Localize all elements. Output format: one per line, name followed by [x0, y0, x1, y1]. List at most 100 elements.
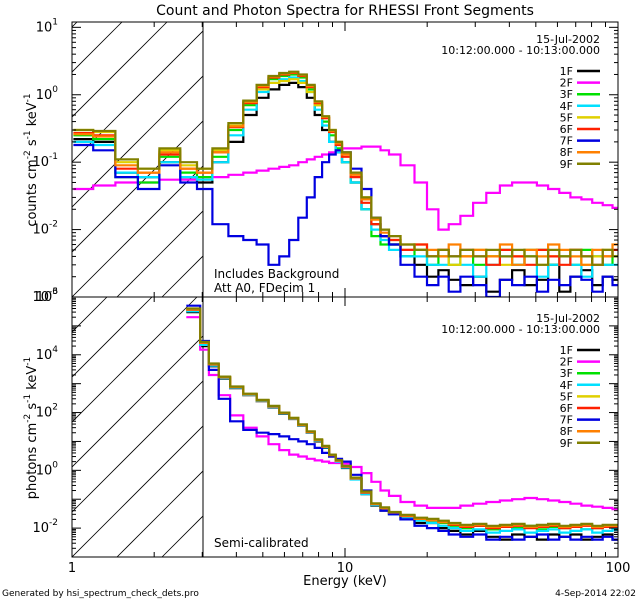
legend-label-5f: 5F [560, 390, 573, 403]
top-legend-date: 15-Jul-2002 [536, 33, 600, 46]
bottom-y-label-main: photons cm [25, 423, 40, 499]
y-tick-exponent: -3 [49, 287, 58, 297]
series-line-7f [73, 143, 618, 297]
bottom-plot-frame [71, 296, 619, 558]
bottom-legend: 15-Jul-2002 10:12:00.000 - 10:13:00.000 … [441, 312, 600, 450]
y-tick-base: 10 [36, 406, 53, 421]
series-line-8f [186, 308, 618, 528]
bottom-legend-time: 10:12:00.000 - 10:13:00.000 [441, 323, 600, 336]
x-tick-label: 10 [337, 561, 354, 576]
x-tick-label: 1 [68, 561, 76, 576]
top-y-label-sup3: -1 [23, 93, 33, 102]
y-tick-exponent: -2 [49, 220, 58, 230]
y-tick-base: 10 [32, 155, 49, 170]
legend-label-9f: 9F [560, 437, 573, 450]
footer-timestamp: 4-Sep-2014 22:02 [555, 589, 636, 599]
y-tick-exponent: 6 [52, 287, 58, 297]
series-line-3f [186, 309, 618, 531]
legend-label-2f: 2F [560, 77, 573, 90]
bottom-hatch [72, 297, 640, 557]
bottom-series-group [186, 304, 618, 541]
y-tick-label: 106 [36, 287, 59, 305]
y-tick-base: 10 [32, 223, 49, 238]
top-legend-time: 10:12:00.000 - 10:13:00.000 [441, 44, 600, 57]
y-tick-base: 10 [36, 463, 53, 478]
y-tick-exponent: -2 [49, 518, 58, 528]
series-line-1f [73, 81, 618, 293]
top-y-label-main: counts cm [25, 159, 40, 226]
y-tick-label: 10-2 [32, 220, 58, 238]
y-tick-label: 100 [36, 460, 59, 478]
bottom-y-label-end: keV [25, 366, 40, 394]
figure-title: Count and Photon Spectra for RHESSI Fron… [156, 3, 534, 19]
bottom-y-label-sup3: -1 [23, 357, 33, 366]
series-line-9f [186, 307, 618, 527]
legend-label-7f: 7F [560, 135, 573, 148]
hatch-line [72, 30, 203, 163]
legend-label-4f: 4F [560, 100, 573, 113]
legend-label-1f: 1F [560, 65, 573, 78]
top-annotation-line1: Includes Background [214, 267, 339, 281]
bottom-y-label-mid: s [25, 403, 40, 414]
legend-label-4f: 4F [560, 379, 573, 392]
series-line-4f [73, 76, 618, 278]
legend-label-6f: 6F [560, 402, 573, 415]
bottom-ticks [71, 296, 619, 558]
top-series-group [73, 70, 618, 297]
hatch-line [116, 470, 203, 557]
legend-label-6f: 6F [560, 123, 573, 136]
hatch-line [72, 425, 203, 557]
x-tick-labels: 1 10 100 [68, 561, 631, 576]
x-axis-label: Energy (keV) [303, 574, 387, 589]
hatch-line [432, 297, 640, 557]
x-tick-label: 100 [606, 561, 631, 576]
y-tick-base: 10 [36, 88, 53, 103]
bottom-y-label-sup1: -2 [23, 414, 33, 423]
top-y-label-mid: s [25, 139, 40, 150]
footer-generated-by: Generated by hsi_spectrum_check_dets.pro [2, 589, 199, 599]
legend-label-1f: 1F [560, 344, 573, 357]
y-tick-label: 10-1 [32, 152, 58, 170]
hatch-line [72, 165, 203, 297]
legend-label-3f: 3F [560, 88, 573, 101]
series-line-1f [186, 311, 618, 541]
top-annotation-line2: Att A0, FDecim 1 [214, 281, 315, 295]
legend-label-7f: 7F [560, 414, 573, 427]
y-tick-base: 10 [32, 521, 49, 536]
legend-label-9f: 9F [560, 158, 573, 171]
legend-label-2f: 2F [560, 356, 573, 369]
top-y-label-sup2: -1 [23, 130, 33, 139]
hatch-line [252, 297, 512, 557]
series-line-2f [73, 145, 618, 231]
hatch-line [72, 297, 198, 423]
legend-label-3f: 3F [560, 367, 573, 380]
series-line-2f [186, 316, 618, 511]
top-ticks [71, 22, 619, 298]
hatch-line [72, 120, 203, 253]
y-tick-exponent: 4 [52, 345, 58, 355]
hatch-line [116, 210, 203, 297]
hatch-line [72, 22, 168, 118]
y-tick-label: 101 [36, 17, 58, 35]
top-legend: 15-Jul-2002 10:12:00.000 - 10:13:00.000 … [441, 33, 600, 171]
y-tick-exponent: 1 [52, 17, 58, 27]
legend-label-5f: 5F [560, 111, 573, 124]
legend-label-8f: 8F [560, 146, 573, 159]
top-y-label-sup1: -2 [23, 150, 33, 159]
legend-label-8f: 8F [560, 425, 573, 438]
y-tick-base: 10 [36, 290, 53, 305]
hatch-line [72, 297, 153, 378]
y-tick-base: 10 [32, 290, 49, 305]
y-tick-label: 100 [36, 85, 59, 103]
series-line-6f [186, 308, 618, 530]
hatch-line [72, 335, 203, 468]
bottom-annotation: Semi-calibrated [214, 536, 309, 550]
y-tick-exponent: 2 [52, 403, 58, 413]
top-y-axis-label: counts cm-2 s-1 keV-1 [23, 93, 40, 226]
y-tick-base: 10 [36, 348, 53, 363]
y-tick-exponent: 0 [52, 460, 58, 470]
